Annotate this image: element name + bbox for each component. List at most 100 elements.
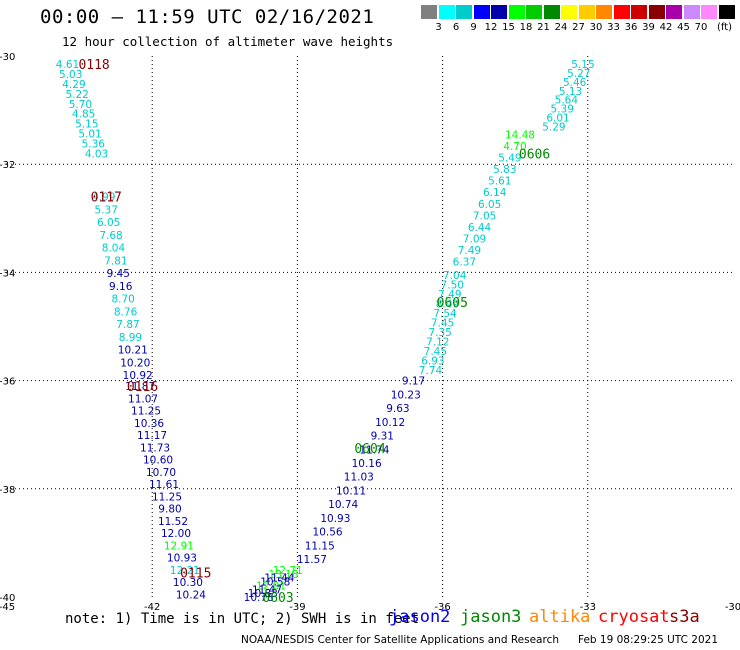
wave-height-label: 6.01	[546, 112, 569, 124]
wave-height-label: 14.48	[505, 129, 535, 141]
wave-height-label: 7.54	[433, 308, 457, 320]
track-label: 0118	[78, 58, 109, 73]
scale-swatch	[456, 5, 472, 19]
wave-height-label: 11.15	[305, 540, 335, 552]
wave-height-label: 11.47	[252, 584, 282, 596]
wave-height-label: 11.52	[158, 516, 188, 528]
wave-height-label: 10.58	[260, 577, 290, 589]
wave-height-label: 5.15	[571, 59, 594, 71]
x-tick-label: -36	[434, 602, 450, 610]
wave-height-label: 10.30	[173, 577, 203, 589]
wave-height-label: 11.73	[140, 442, 170, 454]
wave-height-label: 5.39	[551, 104, 574, 116]
wave-height-label: 5.46	[563, 77, 587, 89]
wave-height-label: 11.03	[344, 472, 374, 484]
wave-height-label: 7.81	[104, 255, 127, 267]
scale-swatch	[718, 5, 735, 19]
wave-height-label: 9.45	[107, 268, 130, 280]
wave-height-label: 7.09	[463, 233, 486, 245]
x-tick-label: -33	[580, 602, 596, 610]
track-label: 0117	[91, 191, 122, 206]
wave-height-label: 11.74	[359, 444, 389, 456]
wave-height-label: 7.04	[443, 270, 467, 282]
wave-height-label: 6.05	[97, 217, 120, 229]
wave-height-label: 4.99	[92, 192, 115, 204]
track-label: 0603	[262, 591, 293, 606]
y-tick-label: -40	[0, 593, 15, 604]
wave-height-label: 9.63	[386, 403, 409, 415]
scale-label: 9	[470, 22, 477, 33]
wave-height-label: 10.70	[146, 467, 176, 479]
wave-height-label: 10.24	[176, 589, 206, 601]
scale-swatch	[666, 5, 682, 19]
wave-height-label: 6.05	[478, 199, 501, 211]
x-tick-label: -42	[144, 602, 160, 610]
y-tick-label: -34	[0, 268, 15, 279]
scale-swatch	[648, 5, 665, 19]
scale-swatch	[491, 5, 507, 19]
wave-height-label: 9.16	[109, 281, 133, 293]
scale-swatch	[543, 5, 560, 19]
wave-height-label: 10.74	[328, 499, 358, 511]
units-note: note: 1) Time is in UTC; 2) SWH is in fe…	[65, 611, 420, 627]
wave-height-label: 11.57	[297, 554, 327, 566]
scale-label: 36	[624, 22, 638, 33]
wave-height-label: 4.70	[503, 141, 526, 153]
wave-height-label: 4.85	[72, 109, 95, 121]
wave-height-label: 11.25	[131, 406, 161, 418]
scale-label: 30	[589, 22, 603, 33]
y-tick-label: -30	[0, 52, 15, 63]
x-tick-label: -39	[289, 602, 305, 610]
wave-height-label: 12.21	[170, 565, 200, 577]
wave-height-label: 7.49	[458, 245, 481, 257]
wave-height-label: 10.60	[143, 455, 173, 467]
wave-height-label: 11.07	[128, 393, 158, 405]
wave-height-label: 5.13	[559, 86, 582, 98]
scale-swatch	[526, 5, 542, 19]
wave-height-label: 7.35	[428, 327, 451, 339]
x-tick-label: -30	[725, 602, 740, 610]
wave-height-label: 7.50	[441, 280, 464, 292]
legend-jason2: jason2	[389, 607, 451, 627]
scale-swatch	[421, 5, 437, 19]
wave-height-plot: -45 -42 -39 -36 -33 -30 -30 -32 -34 -36 -38 -40 4.61…	[0, 52, 740, 610]
scale-swatch	[596, 5, 612, 19]
wave-height-label: 5.37	[95, 204, 118, 216]
scale-swatch	[578, 5, 595, 19]
chart-title: 00:00 — 11:59 UTC 02/16/2021	[40, 6, 375, 28]
scale-label: (ft)	[716, 22, 733, 33]
wave-height-label: 11.44	[264, 573, 294, 585]
wave-height-label: 7.05	[473, 210, 496, 222]
scale-label: 24	[554, 22, 568, 33]
wave-height-label: 5.15	[75, 119, 98, 131]
wave-height-label: 10.83	[248, 588, 278, 600]
scale-label: 21	[537, 22, 550, 33]
scale-label: 42	[659, 22, 673, 33]
wave-height-label: 10.56	[313, 527, 343, 539]
wave-height-label: 10.93	[320, 513, 350, 525]
wave-height-label: 10.20	[120, 357, 150, 369]
wave-height-label: 10.12	[375, 417, 405, 429]
wave-height-label: 6.37	[453, 257, 476, 269]
x-tick-label: -45	[0, 602, 15, 610]
wave-height-label: 8.99	[119, 332, 142, 344]
wave-height-label: 8.76	[114, 306, 138, 318]
track-label: 0115	[180, 567, 211, 582]
wave-height-label: 6.44	[468, 222, 492, 234]
wave-height-label: 6.14	[483, 187, 507, 199]
wave-height-label: 7.45	[431, 317, 454, 329]
wave-height-label: 7.68	[99, 230, 122, 242]
wave-height-label: 5.70	[69, 99, 92, 111]
y-tick-label: -38	[0, 485, 15, 496]
scale-swatch	[683, 5, 700, 19]
wave-height-label: 5.49	[498, 153, 521, 165]
wave-height-label: 6.93	[421, 355, 444, 367]
wave-height-label: 5.03	[59, 69, 82, 81]
wave-height-label: 4.29	[62, 79, 85, 91]
wave-height-label: 4.03	[85, 148, 108, 160]
scale-label: 12	[484, 22, 498, 33]
scale-swatch	[631, 5, 647, 19]
wave-height-label: 10.23	[391, 389, 421, 401]
wave-height-label: 10.21	[118, 345, 148, 357]
wave-height-label: 7.49	[438, 289, 461, 301]
